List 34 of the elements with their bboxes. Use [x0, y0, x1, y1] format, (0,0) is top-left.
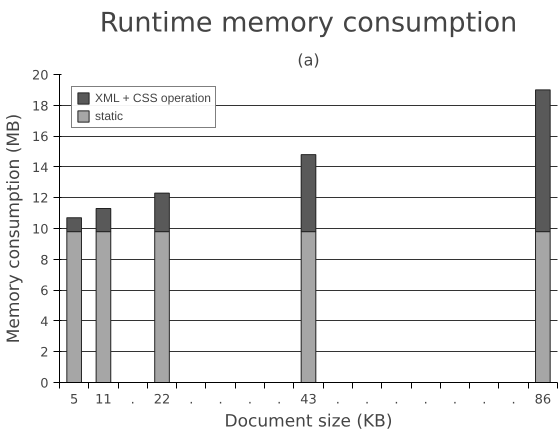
x-tick-label: 11 [95, 392, 112, 408]
y-tick-label: 4 [40, 314, 49, 330]
x-tick-label: 86 [534, 392, 552, 408]
y-tick-label: 14 [32, 160, 49, 176]
x-tick-label: . [482, 392, 486, 408]
x-tick-label: 5 [70, 392, 78, 408]
y-tick-label: 8 [40, 253, 49, 268]
y-tick-label: 20 [32, 68, 49, 84]
x-tick-label: . [277, 392, 282, 408]
x-tick-label: . [218, 392, 223, 408]
x-tick-label: . [511, 392, 516, 408]
legend-label: XML + CSS operation [95, 91, 211, 105]
text: (a) [297, 50, 320, 70]
x-tick-label: . [189, 392, 194, 408]
y-axis-title: Memory consumption (MB) [4, 114, 24, 344]
y-tick-label: 12 [32, 192, 49, 207]
x-tick-label: . [365, 392, 370, 408]
legend-label: static [95, 109, 124, 123]
x-tick-label: 43 [300, 392, 317, 408]
x-tick-label: . [394, 392, 398, 408]
y-tick-label: 18 [32, 99, 49, 114]
x-tick-label: 22 [154, 392, 170, 408]
x-tick-label: . [248, 392, 252, 408]
x-tick-label: . [424, 392, 428, 408]
x-axis-title: Document size (KB) [224, 412, 392, 432]
chart-title: Runtime memory consumption [100, 8, 518, 38]
y-tick-label: 0 [40, 376, 49, 392]
y-tick-label: 16 [32, 130, 49, 146]
y-tick-label: 10 [32, 222, 49, 238]
x-tick-label: . [336, 392, 340, 408]
x-tick-label: . [130, 392, 135, 408]
y-tick-label: 2 [40, 346, 49, 361]
x-tick-label: . [452, 392, 458, 408]
y-tick-label: 6 [40, 284, 49, 300]
